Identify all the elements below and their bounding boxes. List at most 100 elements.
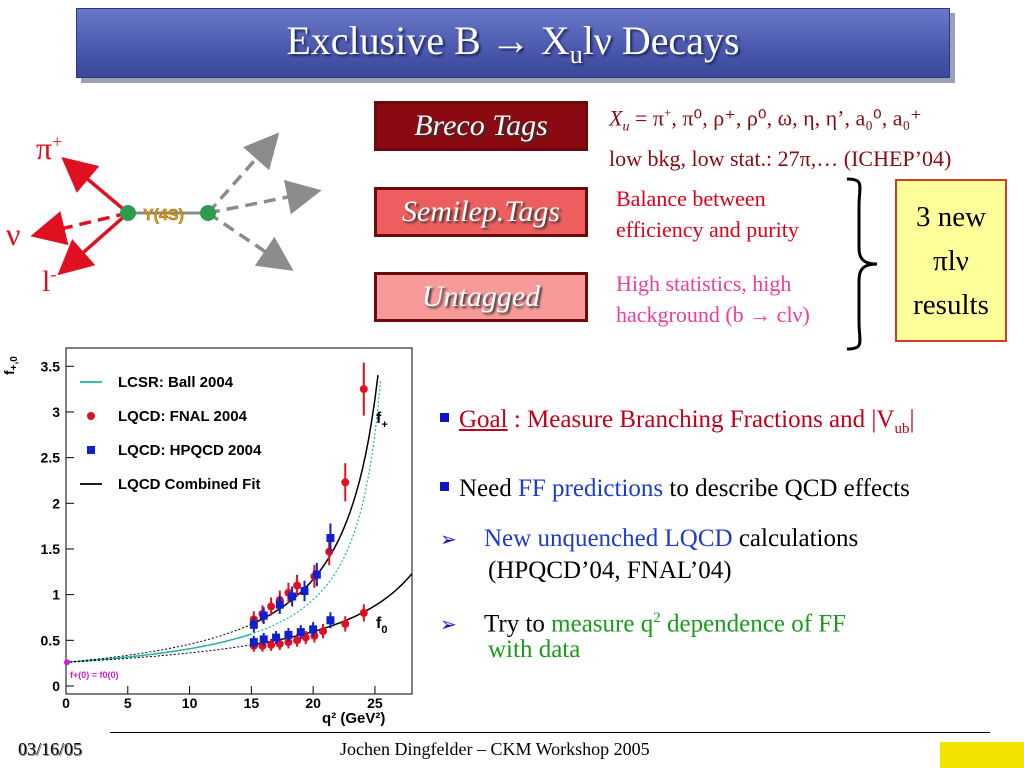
y-tick-label: 0.5 [41,632,61,648]
goal-label: Goal [459,406,508,433]
with-data-text: with data [488,636,581,663]
legend-swatch [87,446,95,454]
b-vertex [120,205,136,221]
curly-brace [846,177,878,351]
breco-desc-line2: low bkg, low stat.: 27π,… (ICHEP’04) [609,145,952,171]
fzero-origin-point [64,659,70,666]
fnal-point [319,627,328,636]
legend-swatch [87,412,95,420]
pion-label: π+ [36,130,62,167]
legend-label: LQCD Combined Fit [118,476,261,493]
breco-desc-line1: Xu = π+, π⁰, ρ⁺, ρ⁰, ω, η, η’, a₀⁰, a₀⁺ [609,105,922,135]
legend-label: LQCD: FNAL 2004 [118,408,248,425]
title-sub: u [569,39,583,69]
title-suffix: lν Decays [582,17,740,63]
goal-end: | [909,406,915,433]
fnal-point [267,602,276,611]
xu-symbol: X [609,105,623,131]
breco-description: Xu = π+, π⁰, ρ⁺, ρ⁰, ω, η, η’, a₀⁰, a₀⁺ … [609,97,951,174]
y-tick-label: 3.5 [41,358,61,374]
breco-tags-box: Breco Tags [374,101,588,151]
x-tick-label: 20 [305,695,321,711]
hpqcd-point [300,586,309,595]
fnal-point [284,638,293,647]
lepton-symbol: l [42,265,51,298]
fnal-point [359,608,368,617]
lcsr-curve [65,633,252,663]
bullet-try: ➢ Try to measure q2 dependence of FF [440,602,846,641]
untagged-desc-line1: High statistics, high [616,271,792,296]
pion-track [61,156,130,215]
form-factor-chart: 0 5 10 15 20 25 0 0.5 1 1.5 2 2.5 3 3.5 LCSR: Ball 20… [1,347,413,727]
x-tick-label: 0 [62,695,70,711]
measure-sup: 2 [653,610,661,626]
x-axis-label: q² (GeV²) [322,710,385,727]
new-lqcd: New unquenched LQCD [484,525,733,552]
semilep-desc-line2: efficiency and purity [616,217,799,242]
hpqcd-point [326,616,335,625]
hpqcd-point [288,592,297,601]
bullet-new-lqcd: ➢ New unquenched LQCD calculations [440,523,858,556]
footer-date: 03/16/05 [18,739,83,759]
y-tick-label: 0 [52,678,60,694]
arrow-bullet-icon: ➢ [440,529,457,551]
lepton-label: l- [42,264,56,299]
fit-fzero-extrapolation [65,644,252,663]
chart-annotation: f+(0) = f0(0) [70,670,119,680]
decay-diagram: Υ(4S) [30,132,322,276]
b-tag-vertex [200,205,216,221]
footer-divider [110,732,990,733]
dep-text: dependence of FF [660,610,847,638]
semilep-desc-line1: Balance between [616,186,766,211]
goal-text: : Measure Branching Fractions and |V [507,406,895,433]
hpqcd-point [272,633,281,642]
results-line3: results [913,288,989,321]
title-arrow: → [490,17,531,63]
xu-equals: = π [629,105,664,131]
hpqcd-point [284,630,293,639]
need-text: Need [459,475,518,502]
results-box: 3 new πlν results [895,179,1007,342]
need-rest: to describe QCD effects [663,475,910,502]
hpqcd-point [326,534,335,543]
hpqcd-point [259,635,268,644]
fnal-point [275,639,284,648]
fnal-point [293,581,302,590]
results-line1: 3 new [915,200,987,233]
legend-label: LQCD: HPQCD 2004 [118,442,262,459]
footer-logo-block [940,742,1024,768]
refs-text: (HPQCD’04, FNAL’04) [488,557,732,584]
fnal-point [267,640,276,649]
bullet-goal: Goal : Measure Branching Fractions and |… [440,404,914,445]
fnal-point [359,385,368,394]
fnal-point [341,478,350,487]
page-title: Exclusive B → Xulν Decays [286,17,739,70]
bullet-need: Need FF predictions to describe QCD effe… [440,473,910,505]
ff-predictions: FF predictions [518,475,664,502]
calc-text: calculations [732,525,859,552]
xu-modes: , π⁰, ρ⁺, ρ⁰, ω, η, η’, a₀⁰, a₀⁺ [671,105,922,131]
hpqcd-point [249,638,258,647]
xu-sub: u [622,119,630,135]
title-prefix: Exclusive B [286,17,491,63]
fplus-label: f+ [376,410,388,431]
lepton-track [57,211,130,276]
footer-title: Jochen Dingfelder – CKM Workshop 2005 [340,739,650,759]
arrow-bullet-icon: ➢ [440,614,457,637]
try-text: Try to [484,610,552,638]
y-tick-label: 1 [52,587,60,603]
hpqcd-point [275,600,284,609]
y-tick-label: 1.5 [41,541,61,557]
fnal-point [325,547,334,556]
goal-sub: ub [894,421,910,437]
tag-track-2 [207,179,322,215]
results-line2: πlν [933,244,969,277]
y-tick-label: 2.5 [41,450,61,466]
lepton-charge: - [50,264,57,284]
hpqcd-point [296,628,305,637]
untagged-box: Untagged [374,272,588,322]
fnal-point [341,619,350,628]
tag-track-3 [207,211,294,271]
x-tick-label: 5 [124,695,132,711]
x-tick-label: 25 [367,695,383,711]
